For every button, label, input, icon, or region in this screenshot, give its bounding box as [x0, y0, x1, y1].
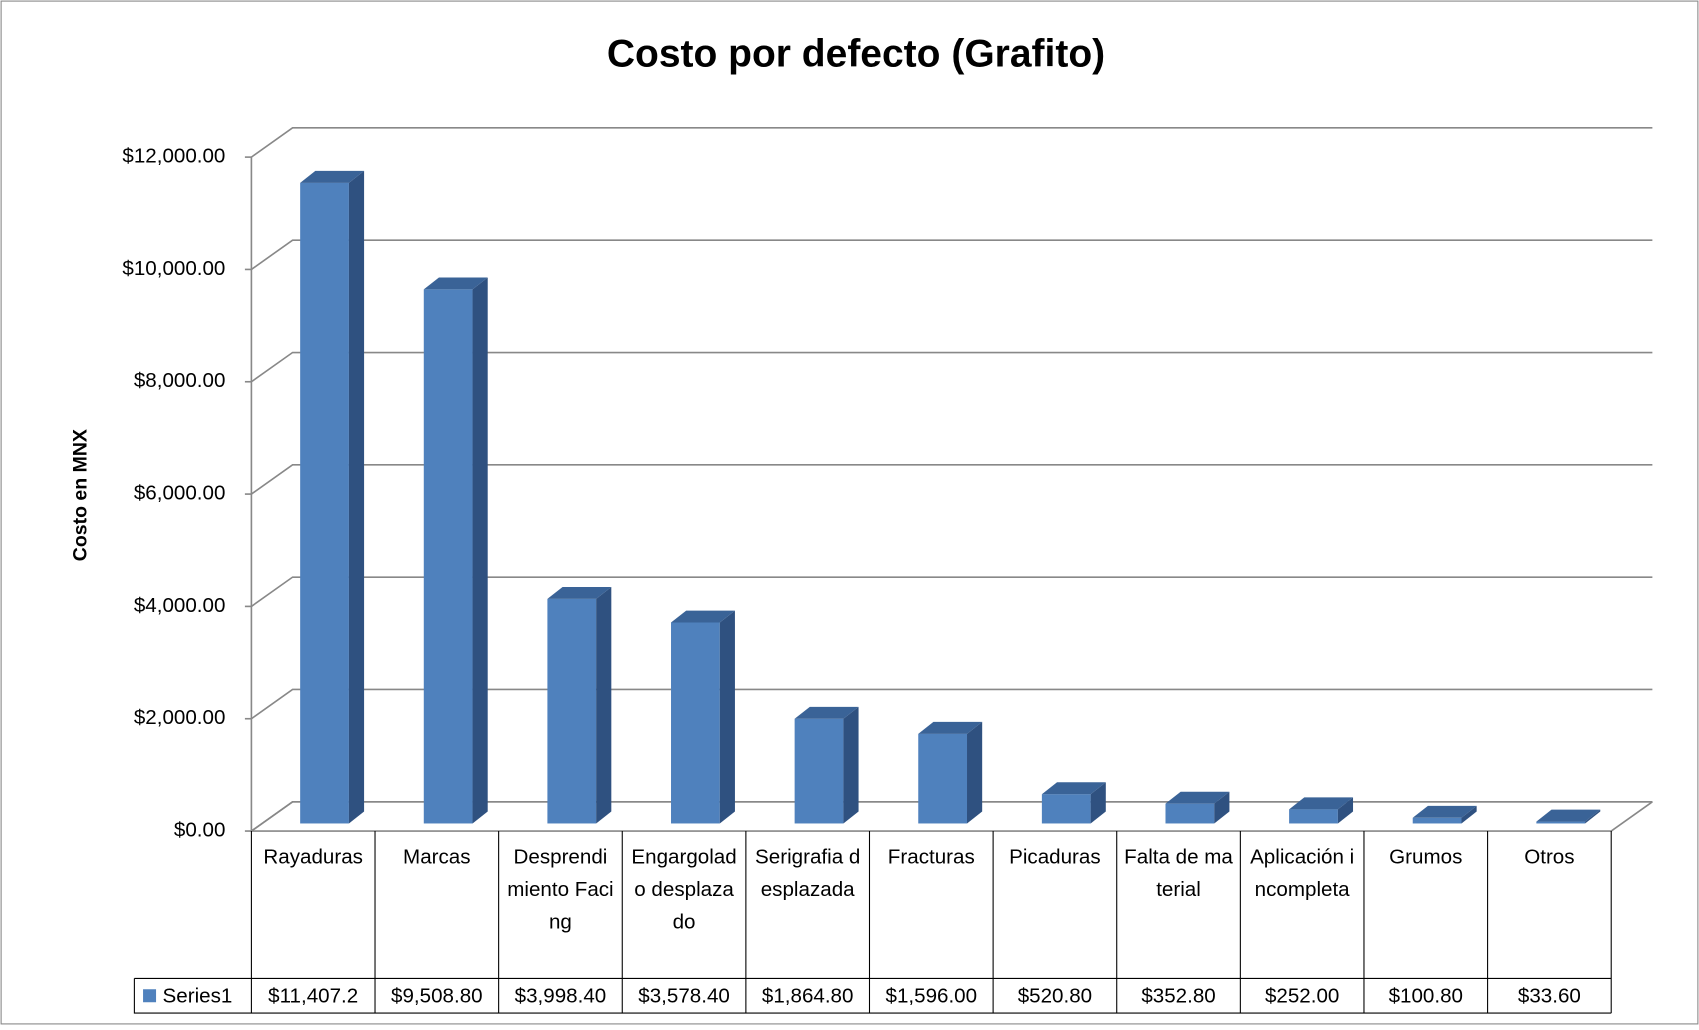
bar-side [348, 170, 365, 824]
bar [671, 622, 720, 824]
category-cell: Rayaduras [263, 846, 363, 869]
table-grid [133, 831, 1612, 1014]
data-table-value: $352.80 [1141, 984, 1215, 1007]
bar [1536, 821, 1586, 824]
bar-top [1041, 782, 1106, 795]
bar [547, 598, 597, 824]
bar [794, 718, 844, 824]
y-tick-label: $8,000.00 [134, 369, 226, 392]
data-table-value: $33.60 [1518, 984, 1581, 1007]
x-tick-label: Aplicación incompleta [1250, 846, 1355, 902]
category-cell: Fracturas [887, 846, 975, 869]
bar [423, 289, 473, 824]
data-table-value: $11,407.2 [268, 984, 358, 1007]
bar-side [967, 721, 983, 824]
data-table-value: $1,864.80 [762, 984, 854, 1007]
category-cell: Engargolado desplazado [631, 846, 737, 934]
x-tick-label: Falta de material [1124, 846, 1233, 902]
y-tick-label: $12,000.00 [122, 145, 225, 168]
x-tick-label: Marcas [403, 846, 471, 869]
bar [918, 733, 968, 824]
bar-top [300, 170, 365, 183]
x-tick-label: Engargolado desplazado [631, 846, 737, 934]
x-tick-label: Grumos [1389, 846, 1463, 869]
bar-top [1536, 809, 1601, 822]
bar-side [1090, 782, 1106, 824]
bar-top [671, 610, 735, 623]
data-table-value: $9,508.80 [391, 984, 483, 1007]
bar-top [1165, 791, 1230, 804]
grid-line [250, 576, 1653, 608]
legend-swatch [143, 989, 157, 1003]
bar-top [423, 277, 488, 290]
bar-top [1289, 797, 1354, 810]
x-tick-label: Otros [1524, 846, 1575, 869]
category-cell: Falta de material [1124, 846, 1233, 902]
category-cell: Serigrafia desplazada [755, 846, 861, 902]
x-tick-label: Rayaduras [263, 846, 363, 869]
data-table-value: $3,578.40 [638, 984, 730, 1007]
bar [1041, 794, 1091, 824]
data-table-value: $1,596.00 [886, 984, 978, 1007]
x-tick-label: Serigrafia desplazada [755, 846, 861, 902]
bar [1289, 809, 1338, 824]
bar [1412, 817, 1462, 824]
bar-side [472, 277, 488, 824]
grid-line [250, 239, 1653, 271]
data-table-value: $3,998.40 [515, 984, 607, 1007]
y-tick-label: $10,000.00 [122, 257, 225, 280]
category-cell: Otros [1524, 846, 1575, 869]
category-cell: Marcas [403, 846, 471, 869]
bar-side [843, 706, 859, 824]
bar-side [1461, 805, 1477, 824]
grid-line [250, 351, 1653, 383]
bar [1165, 803, 1215, 824]
legend-label: Series1 [163, 984, 233, 1007]
bar-top [794, 706, 859, 719]
data-table-value: $520.80 [1018, 984, 1092, 1007]
y-tick-label: $2,000.00 [134, 706, 226, 729]
grid-line [250, 127, 1653, 158]
grid-line [250, 688, 1653, 720]
bar [300, 182, 349, 824]
bar-top [547, 586, 612, 599]
x-tick-label: Picaduras [1009, 846, 1101, 869]
bar-top [918, 721, 983, 734]
category-cell: Aplicación incompleta [1250, 846, 1355, 902]
grid-line [250, 464, 1653, 495]
category-cell: Picaduras [1009, 846, 1101, 869]
y-axis-label: Costo en MNX [69, 429, 91, 561]
y-tick-label: $0.00 [174, 818, 226, 841]
bar-side [596, 586, 612, 824]
bar-side [1337, 797, 1354, 824]
bar-top [1412, 805, 1477, 818]
bar-side [719, 610, 735, 824]
x-tick-label: Fracturas [887, 846, 975, 869]
y-tick-label: $4,000.00 [134, 594, 226, 617]
data-table-value: $252.00 [1265, 984, 1339, 1007]
data-table-value: $100.80 [1389, 984, 1463, 1007]
category-cell: Desprendimiento Facing [507, 846, 614, 934]
bar-side [1214, 791, 1230, 824]
category-cell: Grumos [1389, 846, 1463, 869]
chart-title: Costo por defecto (Grafito) [607, 33, 1105, 76]
bar-side [1585, 809, 1601, 824]
x-tick-label: Desprendimiento Facing [507, 846, 614, 934]
y-tick-label: $6,000.00 [134, 482, 226, 505]
